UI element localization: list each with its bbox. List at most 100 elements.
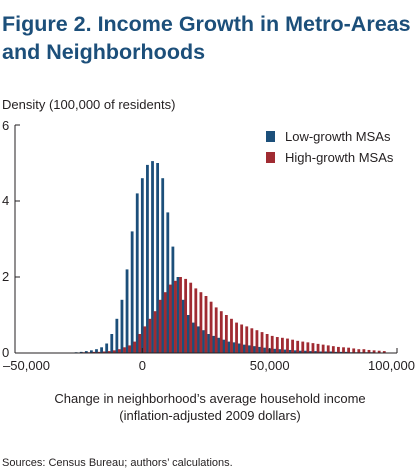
bar-high-44 xyxy=(291,339,294,353)
bar-high-35 xyxy=(245,326,249,353)
bar-high-30 xyxy=(219,311,223,353)
bar-low-53 xyxy=(344,351,348,353)
bar-high-7 xyxy=(102,351,106,353)
bar-low-29 xyxy=(222,339,226,353)
bar-high-55 xyxy=(347,347,351,353)
legend-swatch-low xyxy=(266,131,275,142)
bar-low-19 xyxy=(171,246,175,353)
y-tick-label-3: 6 xyxy=(2,118,9,133)
bar-low-14 xyxy=(146,164,149,353)
bar-low-22 xyxy=(186,315,190,353)
legend: Low-growth MSAs High-growth MSAs xyxy=(266,129,394,165)
bar-low-5 xyxy=(100,347,103,353)
bar-low-12 xyxy=(135,193,139,353)
bar-low-40 xyxy=(278,349,282,353)
bar-high-26 xyxy=(199,292,203,353)
bar-high-28 xyxy=(209,301,213,353)
bar-high-54 xyxy=(342,347,345,353)
bar-high-61 xyxy=(377,350,381,353)
bar-low-32 xyxy=(237,343,241,353)
bar-low-18 xyxy=(166,212,170,353)
bar-high-15 xyxy=(143,326,147,353)
bar-low-15 xyxy=(151,161,154,353)
bar-low-41 xyxy=(283,349,287,353)
bar-high-36 xyxy=(250,328,254,353)
bar-high-51 xyxy=(326,345,330,353)
bar-high-41 xyxy=(275,337,279,353)
bar-low-7 xyxy=(110,334,114,353)
y-tick-label-1: 2 xyxy=(2,269,9,284)
bar-high-22 xyxy=(179,277,182,353)
bar-low-46 xyxy=(309,351,312,353)
bar-high-31 xyxy=(224,315,228,353)
bar-high-34 xyxy=(240,324,244,353)
bar-low-26 xyxy=(207,334,210,353)
bar-high-42 xyxy=(281,337,284,353)
y-tick-label-0: 0 xyxy=(2,345,9,360)
bar-low-35 xyxy=(252,346,256,353)
bar-high-27 xyxy=(204,296,208,353)
bar-low-24 xyxy=(196,326,200,353)
x-tick-label-2: 50,000 xyxy=(250,358,290,373)
bar-high-37 xyxy=(255,330,259,353)
bar-low-17 xyxy=(161,178,165,353)
bar-high-5 xyxy=(92,351,96,353)
bar-low-3 xyxy=(90,350,93,353)
y-axis-label: Density (100,000 of residents) xyxy=(2,97,176,112)
bar-high-21 xyxy=(174,280,177,353)
bar-low-13 xyxy=(140,178,144,353)
bar-low-33 xyxy=(242,344,246,353)
figure-title-line1: Figure 2. Income Growth in Metro-Areas xyxy=(2,12,411,36)
bar-high-43 xyxy=(286,338,289,353)
bar-high-24 xyxy=(189,282,193,353)
bar-high-39 xyxy=(265,334,269,353)
bar-high-59 xyxy=(367,349,371,353)
bar-low-10 xyxy=(125,269,129,353)
x-tick-label-0: –50,000 xyxy=(3,358,50,373)
bar-high-53 xyxy=(337,346,340,353)
bar-high-14 xyxy=(138,334,142,353)
bar-high-23 xyxy=(184,278,188,353)
bar-high-10 xyxy=(118,349,121,353)
bar-low-45 xyxy=(303,350,307,353)
bar-low-1 xyxy=(79,351,83,353)
bar-high-9 xyxy=(112,350,116,353)
bar-low-9 xyxy=(120,299,124,353)
bar-high-29 xyxy=(214,307,218,353)
x-axis-label-line2: (inflation-adjusted 2009 dollars) xyxy=(119,408,301,423)
bar-high-49 xyxy=(316,343,320,353)
bar-high-50 xyxy=(321,344,325,353)
bar-low-49 xyxy=(324,351,328,353)
bar-high-6 xyxy=(97,351,101,353)
bar-high-20 xyxy=(168,284,172,353)
bar-high-32 xyxy=(230,318,233,353)
low-growth-bars xyxy=(74,161,373,353)
source-note: Sources: Census Bureau; authors’ calcula… xyxy=(2,457,233,469)
y-tick-label-2: 4 xyxy=(2,193,9,208)
bar-low-36 xyxy=(258,346,261,353)
bar-low-2 xyxy=(84,351,88,353)
x-axis-label: Change in neighborhood’s average househo… xyxy=(0,390,420,424)
bar-low-6 xyxy=(105,343,109,353)
bar-high-58 xyxy=(362,349,366,353)
bar-low-8 xyxy=(115,318,119,353)
bar-high-16 xyxy=(148,318,152,353)
bar-low-43 xyxy=(293,350,297,353)
bar-high-13 xyxy=(133,341,137,353)
bar-low-48 xyxy=(319,351,322,353)
bar-low-52 xyxy=(339,351,343,353)
bar-low-27 xyxy=(212,335,216,353)
bar-high-17 xyxy=(153,311,157,353)
bar-low-4 xyxy=(95,349,98,353)
bar-low-21 xyxy=(181,299,185,353)
legend-label-high: High-growth MSAs xyxy=(285,150,394,165)
bar-low-28 xyxy=(217,337,221,353)
bar-low-37 xyxy=(263,347,266,353)
bar-high-46 xyxy=(301,341,305,353)
bar-high-56 xyxy=(352,348,356,353)
bar-high-25 xyxy=(194,288,198,353)
bar-low-25 xyxy=(202,330,205,353)
x-tick-label-3: 100,000 xyxy=(368,358,415,373)
x-tick-label-1: 0 xyxy=(139,358,146,373)
